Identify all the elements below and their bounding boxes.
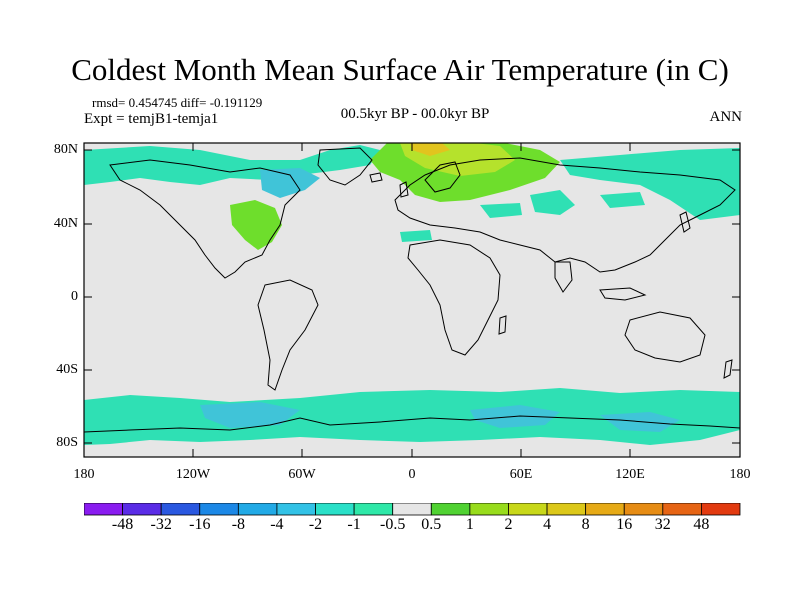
lat-label: 40S — [56, 362, 78, 377]
anomaly-patch-negative — [560, 148, 740, 220]
anomaly-patch-negative — [400, 230, 432, 242]
legend-swatch — [392, 503, 432, 516]
legend-label: 2 — [504, 516, 513, 533]
legend-swatch — [546, 503, 587, 516]
legend-swatch — [160, 503, 201, 516]
legend-swatch — [84, 503, 123, 516]
legend-label: -48 — [111, 516, 134, 533]
legend-label: -0.5 — [380, 516, 406, 533]
legend-label: 32 — [654, 516, 671, 533]
tick-marks — [84, 143, 740, 457]
legend-swatch — [276, 503, 316, 516]
lat-label: 80N — [53, 142, 78, 157]
lon-label: 120E — [615, 467, 645, 482]
lon-label: 60E — [509, 467, 533, 482]
legend-label: 8 — [581, 516, 590, 533]
legend-label: -1 — [347, 516, 361, 533]
lon-label: 180 — [73, 467, 95, 482]
legend-swatch — [199, 503, 239, 516]
legend-label: -32 — [150, 516, 172, 533]
period-label: 00.5kyr BP - 00.0kyr BP — [340, 106, 490, 122]
legend-label: 4 — [543, 516, 552, 533]
lat-label: 40N — [53, 216, 78, 231]
legend-label: -16 — [189, 516, 211, 533]
anomaly-patch-negative — [84, 145, 380, 185]
legend-swatch — [623, 503, 664, 516]
legend-swatch — [315, 503, 355, 516]
anomaly-patch-negative — [480, 203, 522, 218]
legend-swatch — [469, 503, 509, 516]
legend-swatch — [430, 503, 471, 516]
legend-label: 0.5 — [421, 516, 442, 533]
legend-swatch — [237, 503, 278, 516]
season-label: ANN — [709, 109, 743, 125]
lon-label: 60W — [288, 467, 316, 482]
stats-readout: rmsd= 0.454745 diff= -0.191129 — [92, 95, 263, 110]
color-legend — [84, 503, 741, 516]
lat-label: 80S — [56, 435, 78, 450]
anomaly-patch-negative — [200, 402, 300, 428]
anomaly-patch-negative — [260, 168, 320, 198]
legend-swatch — [662, 503, 702, 516]
experiment-label: Expt = temjB1-temja1 — [84, 111, 219, 127]
lon-label: 120W — [175, 467, 211, 482]
lon-label: 180 — [729, 467, 751, 482]
anomaly-patch-negative — [600, 192, 645, 208]
lon-label: 0 — [408, 467, 416, 482]
legend-label: -8 — [231, 516, 246, 533]
legend-label: -2 — [308, 516, 323, 533]
map-title: Coldest Month Mean Surface Air Temperatu… — [71, 52, 729, 87]
legend-swatch — [353, 503, 394, 516]
coastlines — [84, 147, 740, 433]
legend-label: 48 — [693, 516, 710, 533]
anomaly-patch-negative — [530, 190, 575, 215]
legend-swatch — [122, 503, 162, 516]
anomaly-patch-positive — [230, 200, 282, 250]
lat-label: 0 — [71, 289, 78, 304]
legend-label: -4 — [270, 516, 284, 533]
legend-label: 16 — [616, 516, 633, 533]
legend-swatch — [585, 503, 625, 516]
anomaly-patch-negative — [84, 388, 740, 445]
legend-swatch — [701, 503, 741, 516]
legend-swatch — [508, 503, 548, 516]
anomaly-patch-positive — [410, 143, 450, 156]
legend-label: 1 — [465, 516, 474, 533]
